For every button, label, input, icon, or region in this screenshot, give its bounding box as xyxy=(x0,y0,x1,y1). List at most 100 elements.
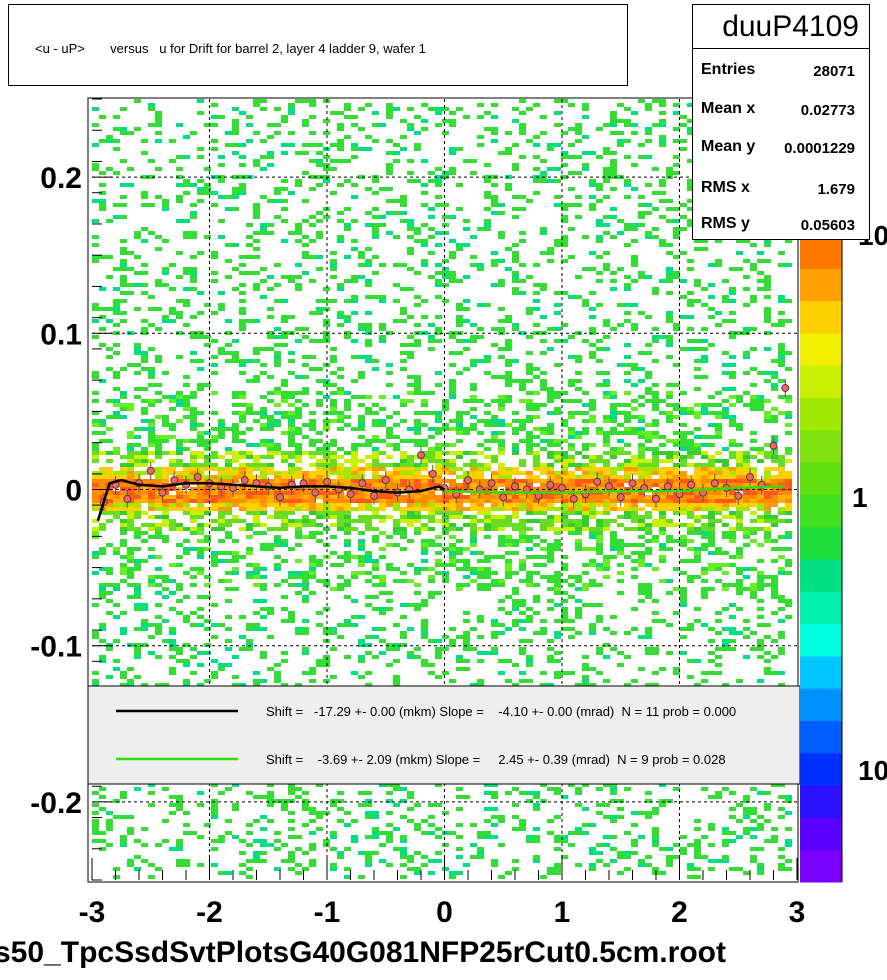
heat-cell xyxy=(190,455,197,459)
heat-cell xyxy=(764,479,771,483)
heat-cell xyxy=(498,607,505,611)
heat-cell xyxy=(631,567,638,571)
heat-cell xyxy=(554,475,561,479)
heat-cell xyxy=(715,499,722,503)
heat-cell xyxy=(337,563,344,567)
heat-cell xyxy=(680,391,687,395)
heat-cell xyxy=(442,499,449,503)
heat-cell xyxy=(519,639,526,643)
heat-cell xyxy=(722,571,729,575)
heat-cell xyxy=(505,187,512,191)
heat-cell xyxy=(372,563,379,567)
heat-cell xyxy=(554,339,561,343)
heat-cell xyxy=(169,519,176,523)
heat-cell xyxy=(393,519,400,523)
heat-cell xyxy=(771,487,778,491)
heat-cell xyxy=(463,115,470,119)
heat-cell xyxy=(666,411,673,415)
heat-cell xyxy=(554,583,561,587)
heat-cell xyxy=(498,419,505,423)
heat-cell xyxy=(456,303,463,307)
heat-cell xyxy=(589,511,596,515)
heat-cell xyxy=(92,235,99,239)
heat-cell xyxy=(547,471,554,475)
heat-cell xyxy=(281,115,288,119)
heat-cell xyxy=(400,547,407,551)
heat-cell xyxy=(617,483,624,487)
heat-cell xyxy=(708,543,715,547)
heat-cell xyxy=(554,603,561,607)
heat-cell xyxy=(379,499,386,503)
heat-cell xyxy=(547,247,554,251)
heat-cell xyxy=(414,531,421,535)
heat-cell xyxy=(358,615,365,619)
heat-cell xyxy=(582,527,589,531)
heat-cell xyxy=(701,451,708,455)
heat-cell xyxy=(372,463,379,467)
heat-cell xyxy=(617,139,624,143)
heat-cell xyxy=(218,419,225,423)
heat-cell xyxy=(393,211,400,215)
heat-cell xyxy=(603,451,610,455)
heat-cell xyxy=(295,543,302,547)
heat-cell xyxy=(610,403,617,407)
heat-cell xyxy=(365,247,372,251)
heat-cell xyxy=(372,607,379,611)
heat-cell xyxy=(631,427,638,431)
heat-cell xyxy=(134,535,141,539)
heat-cell xyxy=(281,503,288,507)
heat-cell xyxy=(449,351,456,355)
heat-cell xyxy=(680,543,687,547)
heat-cell xyxy=(519,599,526,603)
heat-cell xyxy=(498,375,505,379)
heat-cell xyxy=(288,351,295,355)
heat-cell xyxy=(610,451,617,455)
heat-cell xyxy=(666,311,673,315)
heat-cell xyxy=(729,355,736,359)
heat-cell xyxy=(141,355,148,359)
heat-cell xyxy=(204,499,211,503)
heat-cell xyxy=(421,527,428,531)
heat-cell xyxy=(526,495,533,499)
heat-cell xyxy=(393,263,400,267)
heat-cell xyxy=(771,375,778,379)
heat-cell xyxy=(428,591,435,595)
heat-cell xyxy=(162,283,169,287)
heat-cell xyxy=(176,491,183,495)
heat-cell xyxy=(736,471,743,475)
heat-cell xyxy=(645,435,652,439)
heat-cell xyxy=(764,667,771,671)
heat-cell xyxy=(435,231,442,235)
heat-cell xyxy=(337,111,344,115)
heat-cell xyxy=(449,495,456,499)
heat-cell xyxy=(491,651,498,655)
heat-cell xyxy=(470,519,477,523)
heat-cell xyxy=(421,423,428,427)
heat-cell xyxy=(421,315,428,319)
heat-cell xyxy=(232,435,239,439)
heat-cell xyxy=(92,419,99,423)
heat-cell xyxy=(99,623,106,627)
heat-cell xyxy=(414,583,421,587)
heat-cell xyxy=(260,479,267,483)
heat-cell xyxy=(547,647,554,651)
heat-cell xyxy=(344,391,351,395)
heat-cell xyxy=(512,255,519,259)
heat-cell xyxy=(302,471,309,475)
heat-cell xyxy=(365,491,372,495)
heat-cell xyxy=(435,511,442,515)
heat-cell xyxy=(407,503,414,507)
heat-cell xyxy=(666,219,673,223)
heat-cell xyxy=(498,507,505,511)
heat-cell xyxy=(358,327,365,331)
heat-cell xyxy=(694,527,701,531)
heat-cell xyxy=(708,563,715,567)
heat-cell xyxy=(316,539,323,543)
heat-cell xyxy=(225,195,232,199)
heat-cell xyxy=(400,343,407,347)
heat-cell xyxy=(288,107,295,111)
heat-cell xyxy=(141,559,148,563)
heat-cell xyxy=(372,507,379,511)
heat-cell xyxy=(624,543,631,547)
heat-cell xyxy=(302,595,309,599)
